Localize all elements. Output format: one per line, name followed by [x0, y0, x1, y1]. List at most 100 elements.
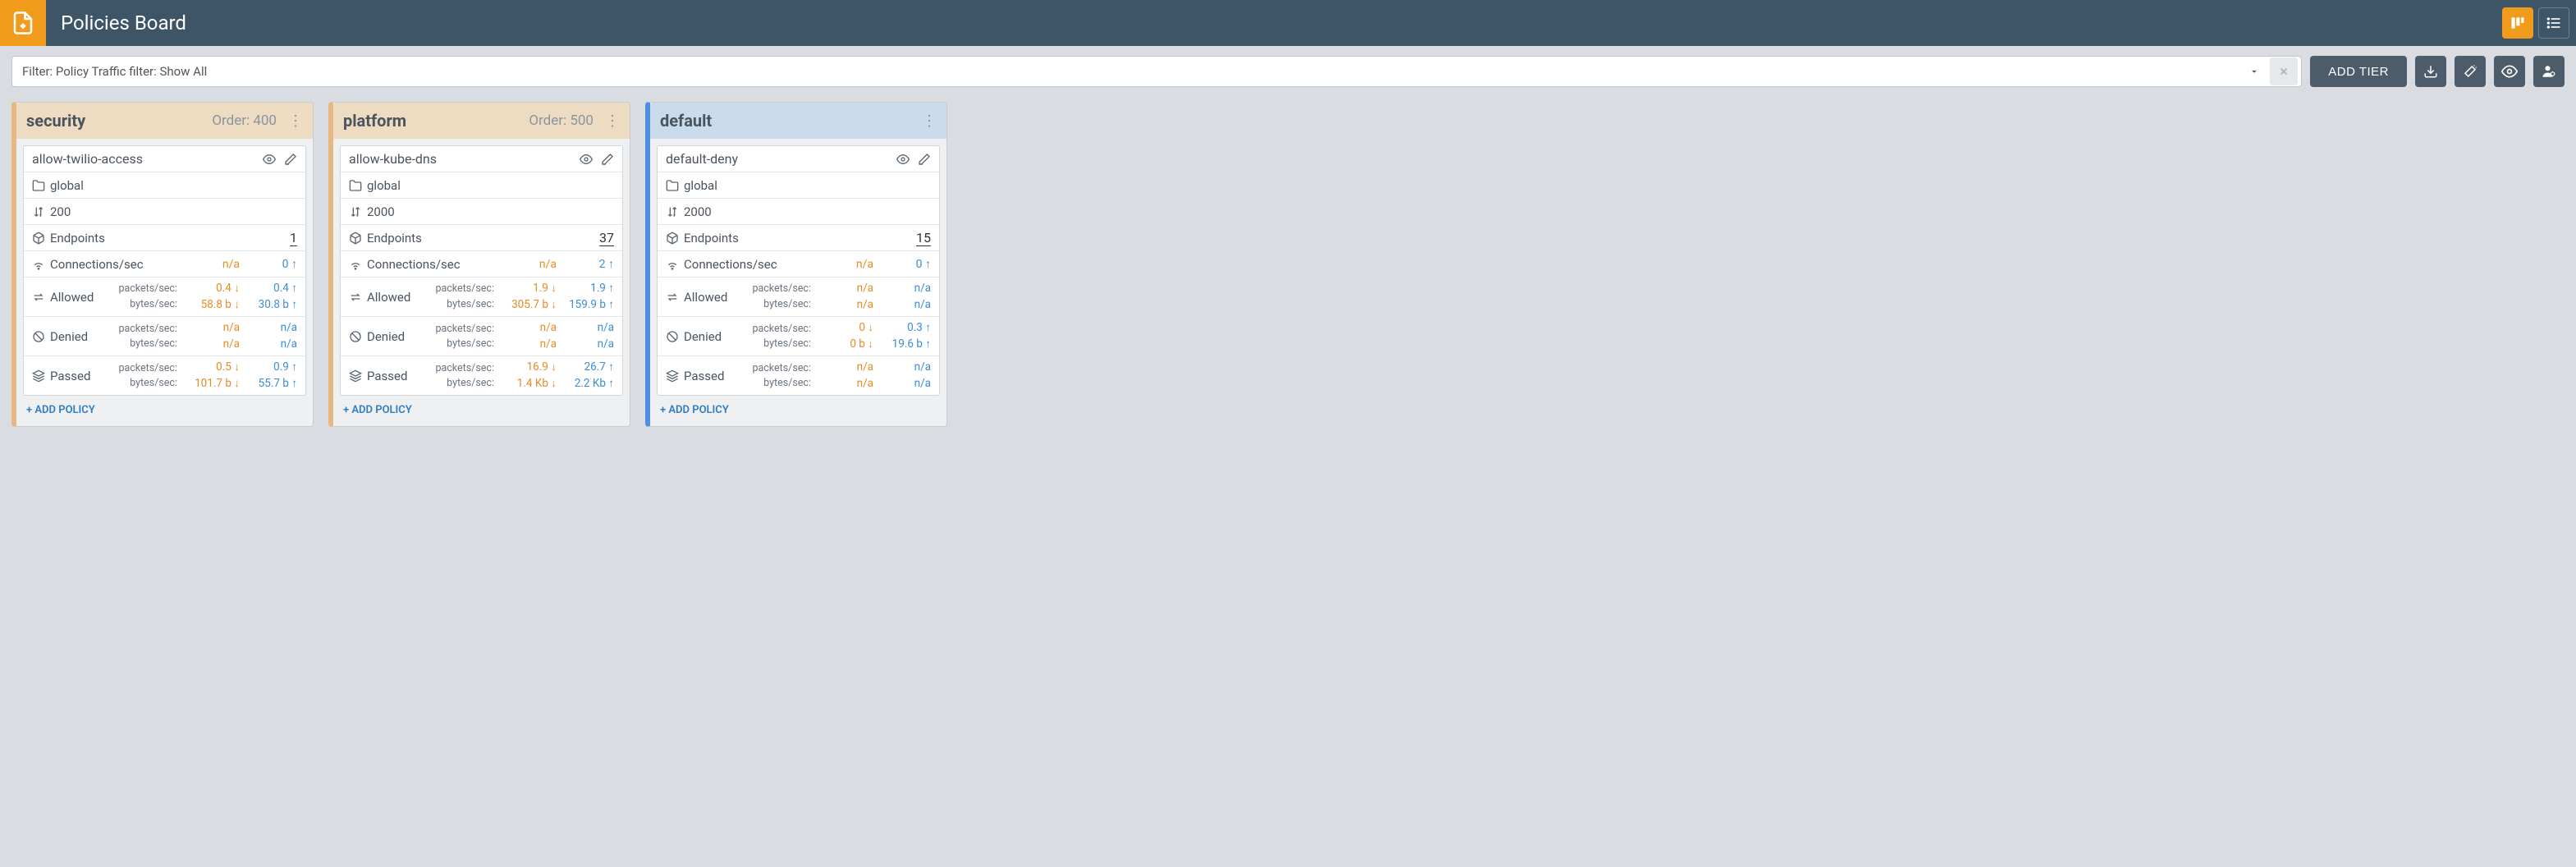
filter-dropdown[interactable]: Filter: Policy Traffic filter: Show All — [11, 56, 2302, 87]
scope-value: global — [684, 178, 717, 193]
view-board-button[interactable] — [2502, 7, 2533, 39]
edit-icon[interactable] — [601, 153, 614, 166]
view-icon[interactable] — [263, 153, 276, 166]
endpoints-label: Endpoints — [50, 231, 290, 245]
priority-value: 2000 — [367, 204, 395, 219]
metric-values-down: 0.5 ↓101.7 b ↓ — [182, 360, 240, 392]
policy-title: allow-kube-dns — [349, 151, 580, 167]
tier-order: Order: 400 — [212, 112, 277, 129]
scope-row: global — [24, 172, 305, 199]
tier-name: security — [26, 111, 212, 131]
metric-values-up: n/an/a — [873, 281, 931, 313]
connections-down: n/a — [182, 258, 240, 271]
metric-sublabels: packets/sec:bytes/sec: — [113, 361, 177, 391]
add-policy-button[interactable]: + ADD POLICY — [650, 396, 947, 426]
metric-values-down: n/an/a — [499, 320, 557, 352]
add-policy-button[interactable]: + ADD POLICY — [333, 396, 630, 426]
swap-icon — [349, 291, 367, 304]
app-logo-icon — [0, 0, 46, 46]
svg-text:1: 1 — [673, 207, 676, 212]
tier-name: default — [660, 111, 910, 131]
layers-icon — [349, 369, 367, 383]
endpoints-count[interactable]: 1 — [290, 230, 297, 246]
tier-menu-button[interactable]: ⋮ — [285, 112, 306, 130]
connections-up: 2 ↑ — [557, 257, 614, 271]
tier-menu-button[interactable]: ⋮ — [602, 112, 623, 130]
cube-icon — [32, 232, 50, 245]
metric-row-allowed: Allowedpackets/sec:bytes/sec:1.9 ↓305.7 … — [341, 278, 622, 317]
connections-down: n/a — [816, 258, 873, 271]
edit-icon[interactable] — [284, 153, 297, 166]
metric-sublabels: packets/sec:bytes/sec: — [747, 361, 811, 391]
deny-icon — [349, 330, 367, 343]
tier-header: platformOrder: 500⋮ — [333, 103, 630, 139]
metric-values-down: 16.9 ↓1.4 Kb ↓ — [499, 360, 557, 392]
metric-sublabels: packets/sec:bytes/sec: — [113, 322, 177, 351]
priority-value: 200 — [50, 204, 71, 219]
scope-row: global — [658, 172, 939, 199]
endpoints-count[interactable]: 37 — [599, 230, 614, 246]
filter-text: Filter: Policy Traffic filter: Show All — [22, 64, 2240, 79]
metric-sublabels: packets/sec:bytes/sec: — [113, 282, 177, 311]
metric-row-passed: Passedpackets/sec:bytes/sec:16.9 ↓1.4 Kb… — [341, 356, 622, 395]
scope-value: global — [367, 178, 401, 193]
tier-header: default ⋮ — [650, 103, 947, 139]
priority-row: 192000 — [658, 199, 939, 225]
endpoints-row: Endpoints37 — [341, 225, 622, 251]
toolbar: Filter: Policy Traffic filter: Show All … — [0, 46, 2576, 97]
magic-wand-button[interactable] — [2455, 56, 2486, 87]
metric-values-up: n/an/a — [873, 360, 931, 392]
tier-column: platformOrder: 500⋮ allow-kube-dns global 1… — [328, 102, 630, 427]
sort-icon: 19 — [32, 205, 50, 218]
folder-icon — [349, 179, 367, 192]
metric-label: Allowed — [50, 290, 113, 305]
add-tier-button[interactable]: ADD TIER — [2310, 56, 2407, 87]
metric-row-passed: Passedpackets/sec:bytes/sec:n/an/an/an/a — [658, 356, 939, 395]
policy-card: default-denyglobal192000Endpoints15Conne… — [657, 145, 940, 396]
metric-row-passed: Passedpackets/sec:bytes/sec:0.5 ↓101.7 b… — [24, 356, 305, 395]
chevron-down-icon[interactable] — [2240, 66, 2268, 77]
connections-up: 0 ↑ — [240, 257, 297, 271]
metric-values-down: 0.4 ↓58.8 b ↓ — [182, 281, 240, 313]
policy-card: allow-kube-dnsglobal192000Endpoints37Con… — [340, 145, 623, 396]
tier-column: securityOrder: 400 ⋮ allow-twilio-access gl… — [11, 102, 314, 427]
endpoints-label: Endpoints — [684, 231, 916, 245]
edit-icon[interactable] — [918, 153, 931, 166]
wifi-icon — [32, 258, 50, 271]
policy-title-row: allow-kube-dns — [341, 146, 622, 172]
download-button[interactable] — [2415, 56, 2446, 87]
tier-column: default⋮default-denyglobal192000Endpoint… — [645, 102, 947, 427]
metric-label: Allowed — [367, 290, 430, 305]
endpoints-count[interactable]: 15 — [916, 230, 931, 246]
policy-card: allow-twilio-accessglobal19200Endpoints1… — [23, 145, 306, 396]
user-settings-button[interactable] — [2533, 56, 2565, 87]
metric-row-allowed: Allowedpackets/sec:bytes/sec:n/an/an/an/… — [658, 278, 939, 317]
metric-values-up: 0.4 ↑30.8 b ↑ — [240, 281, 297, 313]
metric-label: Passed — [50, 369, 113, 383]
sort-icon: 19 — [666, 205, 684, 218]
view-list-button[interactable] — [2538, 7, 2569, 39]
connections-row: Connections/secn/a2 ↑ — [341, 251, 622, 278]
metric-values-up: 1.9 ↑159.9 b ↑ — [557, 281, 614, 313]
endpoints-row: Endpoints1 — [24, 225, 305, 251]
svg-text:9: 9 — [39, 213, 42, 218]
priority-value: 2000 — [684, 204, 712, 219]
metric-values-down: n/an/a — [182, 320, 240, 352]
app-header: Policies Board — [0, 0, 2576, 46]
swap-icon — [32, 291, 50, 304]
add-policy-button[interactable]: + ADD POLICY — [16, 396, 313, 426]
header-actions — [2502, 7, 2569, 39]
tier-menu-button[interactable]: ⋮ — [919, 112, 940, 130]
view-icon[interactable] — [896, 153, 910, 166]
eye-button[interactable] — [2494, 56, 2525, 87]
scope-value: global — [50, 178, 84, 193]
view-icon[interactable] — [580, 153, 593, 166]
folder-icon — [666, 179, 684, 192]
metric-values-down: n/an/a — [816, 281, 873, 313]
endpoints-label: Endpoints — [367, 231, 599, 245]
metric-label: Passed — [684, 369, 747, 383]
policy-title-row: allow-twilio-access — [24, 146, 305, 172]
svg-text:1: 1 — [39, 207, 42, 212]
svg-text:9: 9 — [356, 213, 359, 218]
connections-label: Connections/sec — [367, 257, 499, 272]
